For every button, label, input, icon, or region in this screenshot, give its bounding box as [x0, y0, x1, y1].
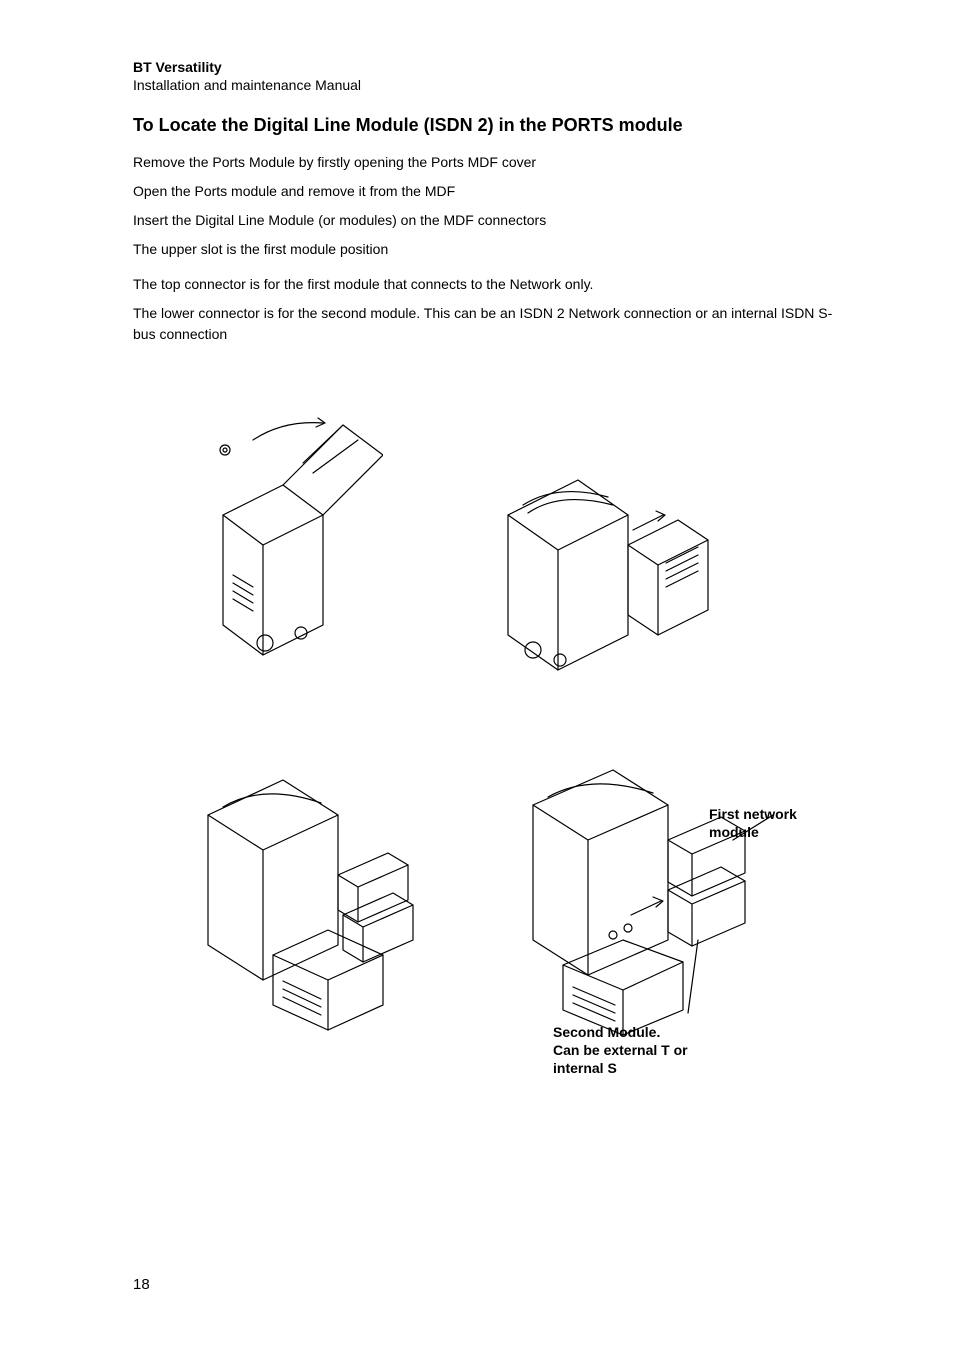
paragraph-1: Remove the Ports Module by firstly openi…: [133, 152, 844, 173]
paragraph-2: Open the Ports module and remove it from…: [133, 181, 844, 202]
device-module-insert-icon: [463, 745, 783, 1065]
diagram-area: First network module Second Module. Can …: [133, 405, 833, 1125]
header-subtitle: Installation and maintenance Manual: [133, 76, 844, 94]
callout-first-network-line2: module: [709, 824, 759, 840]
paragraph-5: The top connector is for the first modul…: [133, 274, 844, 295]
paragraph-3: Insert the Digital Line Module (or modul…: [133, 210, 844, 231]
device-cover-open-icon: [153, 415, 383, 675]
paragraph-6: The lower connector is for the second mo…: [133, 303, 844, 345]
callout-first-network: First network module: [709, 805, 849, 841]
device-module-remove-icon: [468, 425, 728, 685]
section-heading: To Locate the Digital Line Module (ISDN …: [133, 114, 844, 137]
device-module-cards-icon: [153, 745, 433, 1035]
diagram-step-4: [463, 745, 783, 1065]
callout-second-module-line2: Can be external T or: [553, 1042, 688, 1058]
diagram-step-2: [468, 425, 728, 685]
paragraph-4: The upper slot is the first module posit…: [133, 239, 844, 260]
diagram-step-1: [153, 415, 383, 675]
diagram-step-3: [153, 745, 433, 1035]
callout-first-network-line1: First network: [709, 806, 797, 822]
callout-second-module-line1: Second Module.: [553, 1024, 660, 1040]
callout-second-module-line3: internal S: [553, 1060, 617, 1076]
header-title: BT Versatility: [133, 58, 844, 76]
page-number: 18: [133, 1276, 150, 1293]
callout-second-module: Second Module. Can be external T or inte…: [553, 1023, 743, 1078]
